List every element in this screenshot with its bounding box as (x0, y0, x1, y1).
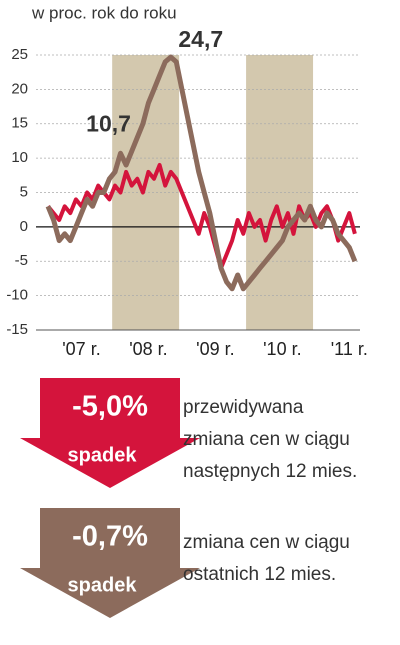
data-label: 10,7 (86, 110, 131, 136)
y-tick-label: 0 (20, 218, 28, 235)
annotation-text: zmiana cen w ciągu (183, 532, 350, 553)
data-label: 24,7 (178, 26, 223, 52)
badge-value: -0,7% (72, 521, 148, 553)
x-tick-label: '11 r. (331, 339, 368, 359)
y-tick-label: 10 (11, 149, 28, 166)
x-tick-label: '09 r. (196, 339, 234, 359)
x-tick-label: '07 r. (62, 339, 100, 359)
annotation-text: przewidywana (183, 397, 304, 418)
arrow-badge (20, 378, 200, 488)
y-tick-label: -15 (6, 321, 28, 338)
annotation-text: zmiana cen w ciągu (183, 429, 350, 450)
y-tick-label: 15 (11, 115, 28, 132)
y-tick-label: -10 (6, 287, 28, 304)
x-tick-label: '08 r. (129, 339, 167, 359)
y-tick-label: -5 (15, 252, 28, 269)
annotation-text: następnych 12 mies. (183, 461, 357, 482)
y-tick-label: 25 (11, 46, 28, 63)
series-line (45, 54, 358, 292)
chart-title: w proc. rok do roku (31, 3, 177, 22)
x-tick-label: '10 r. (263, 339, 301, 359)
badge-label: spadek (68, 444, 138, 466)
arrow-badge (20, 508, 200, 618)
badge-value: -5,0% (72, 391, 148, 423)
y-tick-label: 20 (11, 80, 28, 97)
y-tick-label: 5 (20, 183, 28, 200)
annotation-text: ostatnich 12 mies. (183, 564, 336, 585)
badge-label: spadek (68, 574, 138, 596)
